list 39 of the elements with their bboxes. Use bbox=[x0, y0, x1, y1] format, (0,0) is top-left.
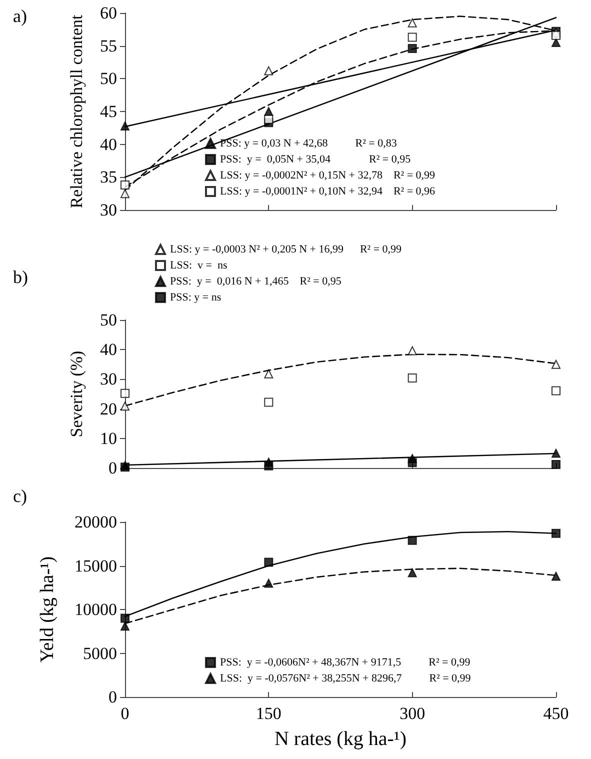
legend-label: LSS: y = -0,0003 N² + 0,205 N + 16,99 R² = 0,99 bbox=[170, 244, 402, 256]
x-tick-label: 300 bbox=[400, 704, 426, 723]
y-tick-label: 40 bbox=[100, 134, 117, 154]
legend-label: LSS: y = -0,0002N² + 0,15N + 32,78 R² = 0,99 bbox=[220, 170, 436, 182]
legend-label: PSS: y = 0,03 N + 42,68 R² = 0,83 bbox=[220, 138, 398, 150]
y-tick-label: 5000 bbox=[83, 644, 117, 663]
y-tick-label: 40 bbox=[100, 340, 117, 360]
y-tick-label: 10 bbox=[100, 428, 117, 448]
y-tick-label: 10000 bbox=[74, 600, 117, 619]
y-tick-label: 15000 bbox=[74, 556, 117, 576]
chart-title: b) bbox=[13, 267, 28, 287]
chart-title: c) bbox=[13, 486, 27, 506]
y-axis-title: Yeld (kg ha-¹) bbox=[37, 556, 58, 663]
x-tick-label: 450 bbox=[543, 704, 569, 723]
legend-label: LSS: y = -0,0001N² + 0,10N + 32,94 R² = 0,96 bbox=[220, 186, 436, 198]
legend-label: PSS: y = 0,05N + 35,04 R² = 0,95 bbox=[220, 154, 412, 166]
y-tick-label: 60 bbox=[100, 4, 117, 22]
y-tick-label: 20 bbox=[100, 399, 117, 418]
y-tick-label: 30 bbox=[100, 370, 117, 389]
legend-label: PSS: y = 0,016 N + 1,465 R² = 0,95 bbox=[170, 276, 342, 288]
y-tick-label: 0 bbox=[108, 458, 117, 478]
y-tick-label: 50 bbox=[100, 69, 117, 88]
y-tick-label: 20000 bbox=[74, 512, 117, 532]
y-tick-label: 0 bbox=[108, 688, 117, 706]
legend-label: PSS: y = ns bbox=[170, 292, 222, 304]
x-tick-label: 150 bbox=[256, 704, 282, 723]
x-axis-title: N rates (kg ha-¹) bbox=[274, 728, 407, 750]
chart-title: a) bbox=[13, 6, 27, 26]
y-tick-label: 55 bbox=[100, 36, 117, 56]
legend-label: LSS: y = -0,0576N² + 38,255N + 8296,7 R² = 0,99 bbox=[220, 672, 472, 684]
y-tick-label: 35 bbox=[100, 168, 117, 187]
legend-label: LSS: v = ns bbox=[170, 260, 228, 272]
y-tick-label: 30 bbox=[100, 200, 117, 220]
y-tick-label: 50 bbox=[100, 310, 117, 330]
y-tick-label: 45 bbox=[100, 102, 117, 121]
y-axis-title: Severity (%) bbox=[67, 350, 86, 438]
legend-label: PSS: y = -0,0606N² + 48,367N + 9171,5 R² = 0,99 bbox=[220, 656, 471, 668]
y-axis-title: Relative chlorophyll content bbox=[67, 14, 86, 208]
x-tick-label: 0 bbox=[120, 704, 130, 723]
